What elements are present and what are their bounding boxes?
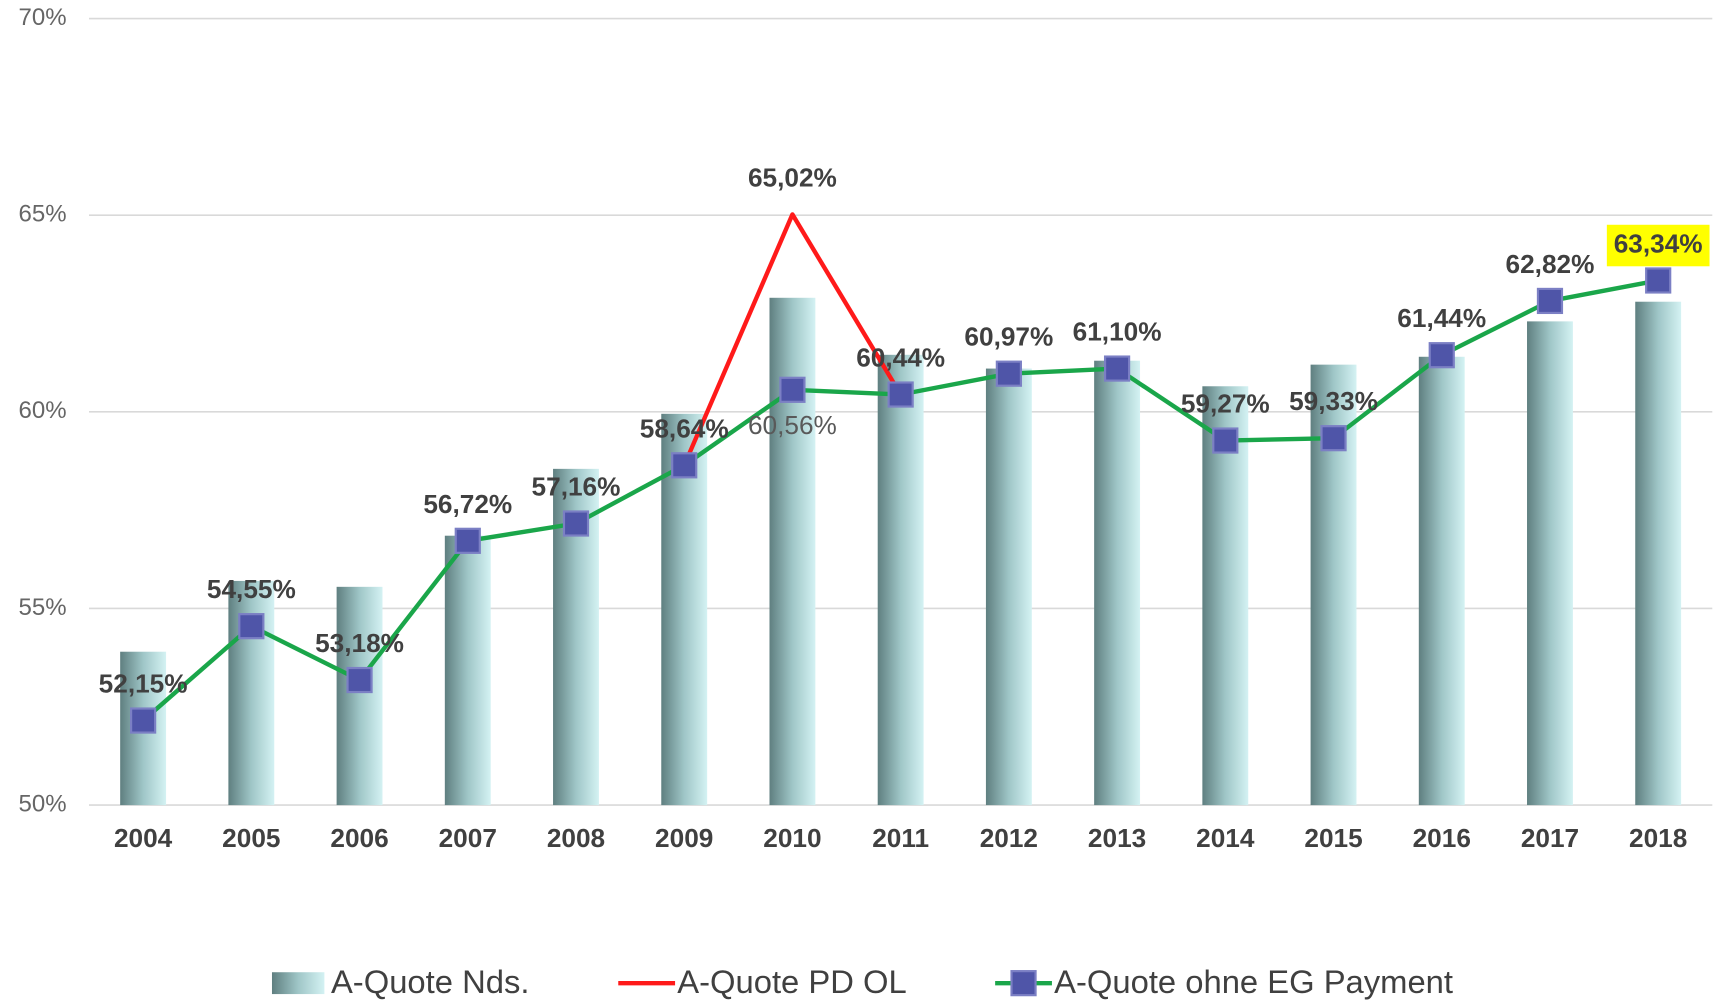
bar [1527, 321, 1573, 806]
label-highlight [1606, 224, 1710, 267]
legend-label: A-Quote ohne EG Payment [1054, 963, 1453, 1000]
marker [1645, 267, 1672, 294]
x-tick-label: 2005 [222, 823, 280, 853]
x-tick-label: 2018 [1629, 823, 1687, 853]
data-label: 52,15% [99, 669, 188, 699]
data-label: 61,44% [1397, 303, 1486, 333]
marker [562, 510, 590, 537]
x-tick-label: 2010 [763, 823, 821, 853]
data-label: 58,64% [640, 413, 729, 443]
legend-swatch [271, 972, 325, 995]
x-tick-label: 2014 [1196, 823, 1255, 853]
y-tick-label: 70% [19, 4, 67, 31]
x-tick-label: 2011 [872, 823, 929, 853]
data-label: 54,55% [207, 574, 296, 604]
marker [130, 707, 157, 734]
line [682, 212, 903, 467]
x-tick-label: 2004 [114, 823, 173, 853]
data-label: 62,82% [1506, 249, 1595, 279]
data-label: 57,16% [532, 471, 621, 501]
x-tick-label: 2008 [547, 823, 605, 853]
x-tick-label: 2016 [1413, 823, 1471, 853]
y-tick-label: 65% [19, 201, 67, 228]
x-tick-label: 2012 [980, 823, 1038, 853]
marker [454, 527, 481, 554]
marker [1103, 355, 1131, 382]
bar [769, 297, 816, 806]
marker [1428, 342, 1455, 369]
y-tick-label: 55% [19, 594, 67, 621]
x-tick-label: 2015 [1304, 823, 1362, 853]
marker [1212, 427, 1239, 454]
marker [346, 666, 373, 694]
marker [1536, 287, 1564, 315]
data-label: 65,02% [748, 162, 837, 192]
bar [877, 354, 924, 806]
x-tick-label: 2009 [655, 823, 713, 853]
legend-label: A-Quote PD OL [677, 963, 906, 1000]
bar [336, 586, 383, 806]
data-label: 56,72% [423, 489, 512, 519]
data-label: 60,97% [964, 322, 1053, 352]
bar [661, 413, 708, 806]
bar [1094, 360, 1141, 806]
marker [887, 381, 914, 408]
data-label: 61,10% [1073, 317, 1162, 347]
data-label: 53,18% [315, 628, 404, 658]
y-tick-label: 60% [19, 397, 67, 424]
marker [671, 452, 698, 479]
data-label: 60,56% [748, 410, 837, 440]
data-label: 59,27% [1181, 389, 1270, 419]
bar [1418, 356, 1465, 806]
marker [995, 360, 1022, 387]
x-tick-label: 2007 [439, 823, 497, 853]
x-tick-label: 2006 [330, 823, 388, 853]
data-label: 63,34% [1614, 228, 1703, 258]
data-label: 59,33% [1289, 386, 1378, 416]
bar [1635, 301, 1682, 806]
marker [779, 376, 806, 403]
data-label: 60,44% [856, 342, 945, 372]
x-tick-label: 2013 [1088, 823, 1146, 853]
marker [238, 613, 265, 640]
bar [444, 535, 491, 806]
y-tick-label: 50% [19, 790, 67, 817]
marker [1320, 425, 1347, 452]
legend-label: A-Quote Nds. [331, 963, 530, 1000]
x-tick-label: 2017 [1521, 823, 1579, 853]
bar [985, 368, 1032, 806]
legend-marker [1010, 970, 1037, 997]
bar [1202, 386, 1249, 806]
